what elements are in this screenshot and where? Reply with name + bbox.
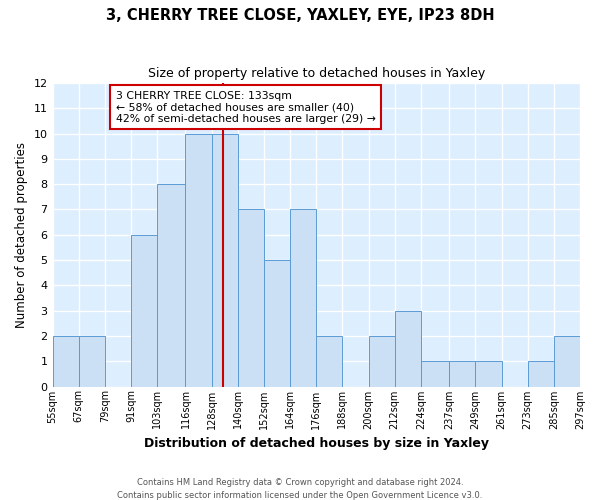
Bar (475, 361, 502, 386)
Bar (185, 134, 212, 386)
Bar (264, 260, 290, 386)
Bar (212, 134, 238, 386)
Bar (449, 361, 475, 386)
Y-axis label: Number of detached properties: Number of detached properties (15, 142, 28, 328)
Bar (527, 361, 554, 386)
Title: Size of property relative to detached houses in Yaxley: Size of property relative to detached ho… (148, 68, 485, 80)
Bar (131, 235, 157, 386)
Text: Contains HM Land Registry data © Crown copyright and database right 2024.
Contai: Contains HM Land Registry data © Crown c… (118, 478, 482, 500)
Bar (238, 210, 264, 386)
X-axis label: Distribution of detached houses by size in Yaxley: Distribution of detached houses by size … (144, 437, 489, 450)
Text: 3 CHERRY TREE CLOSE: 133sqm
← 58% of detached houses are smaller (40)
42% of sem: 3 CHERRY TREE CLOSE: 133sqm ← 58% of det… (116, 90, 376, 124)
Text: 3, CHERRY TREE CLOSE, YAXLEY, EYE, IP23 8DH: 3, CHERRY TREE CLOSE, YAXLEY, EYE, IP23 … (106, 8, 494, 22)
Bar (79, 336, 105, 386)
Bar (554, 336, 580, 386)
Bar (157, 184, 185, 386)
Bar (290, 210, 316, 386)
Bar (368, 336, 395, 386)
Bar (53, 336, 79, 386)
Bar (421, 361, 449, 386)
Bar (395, 310, 421, 386)
Bar (316, 336, 343, 386)
